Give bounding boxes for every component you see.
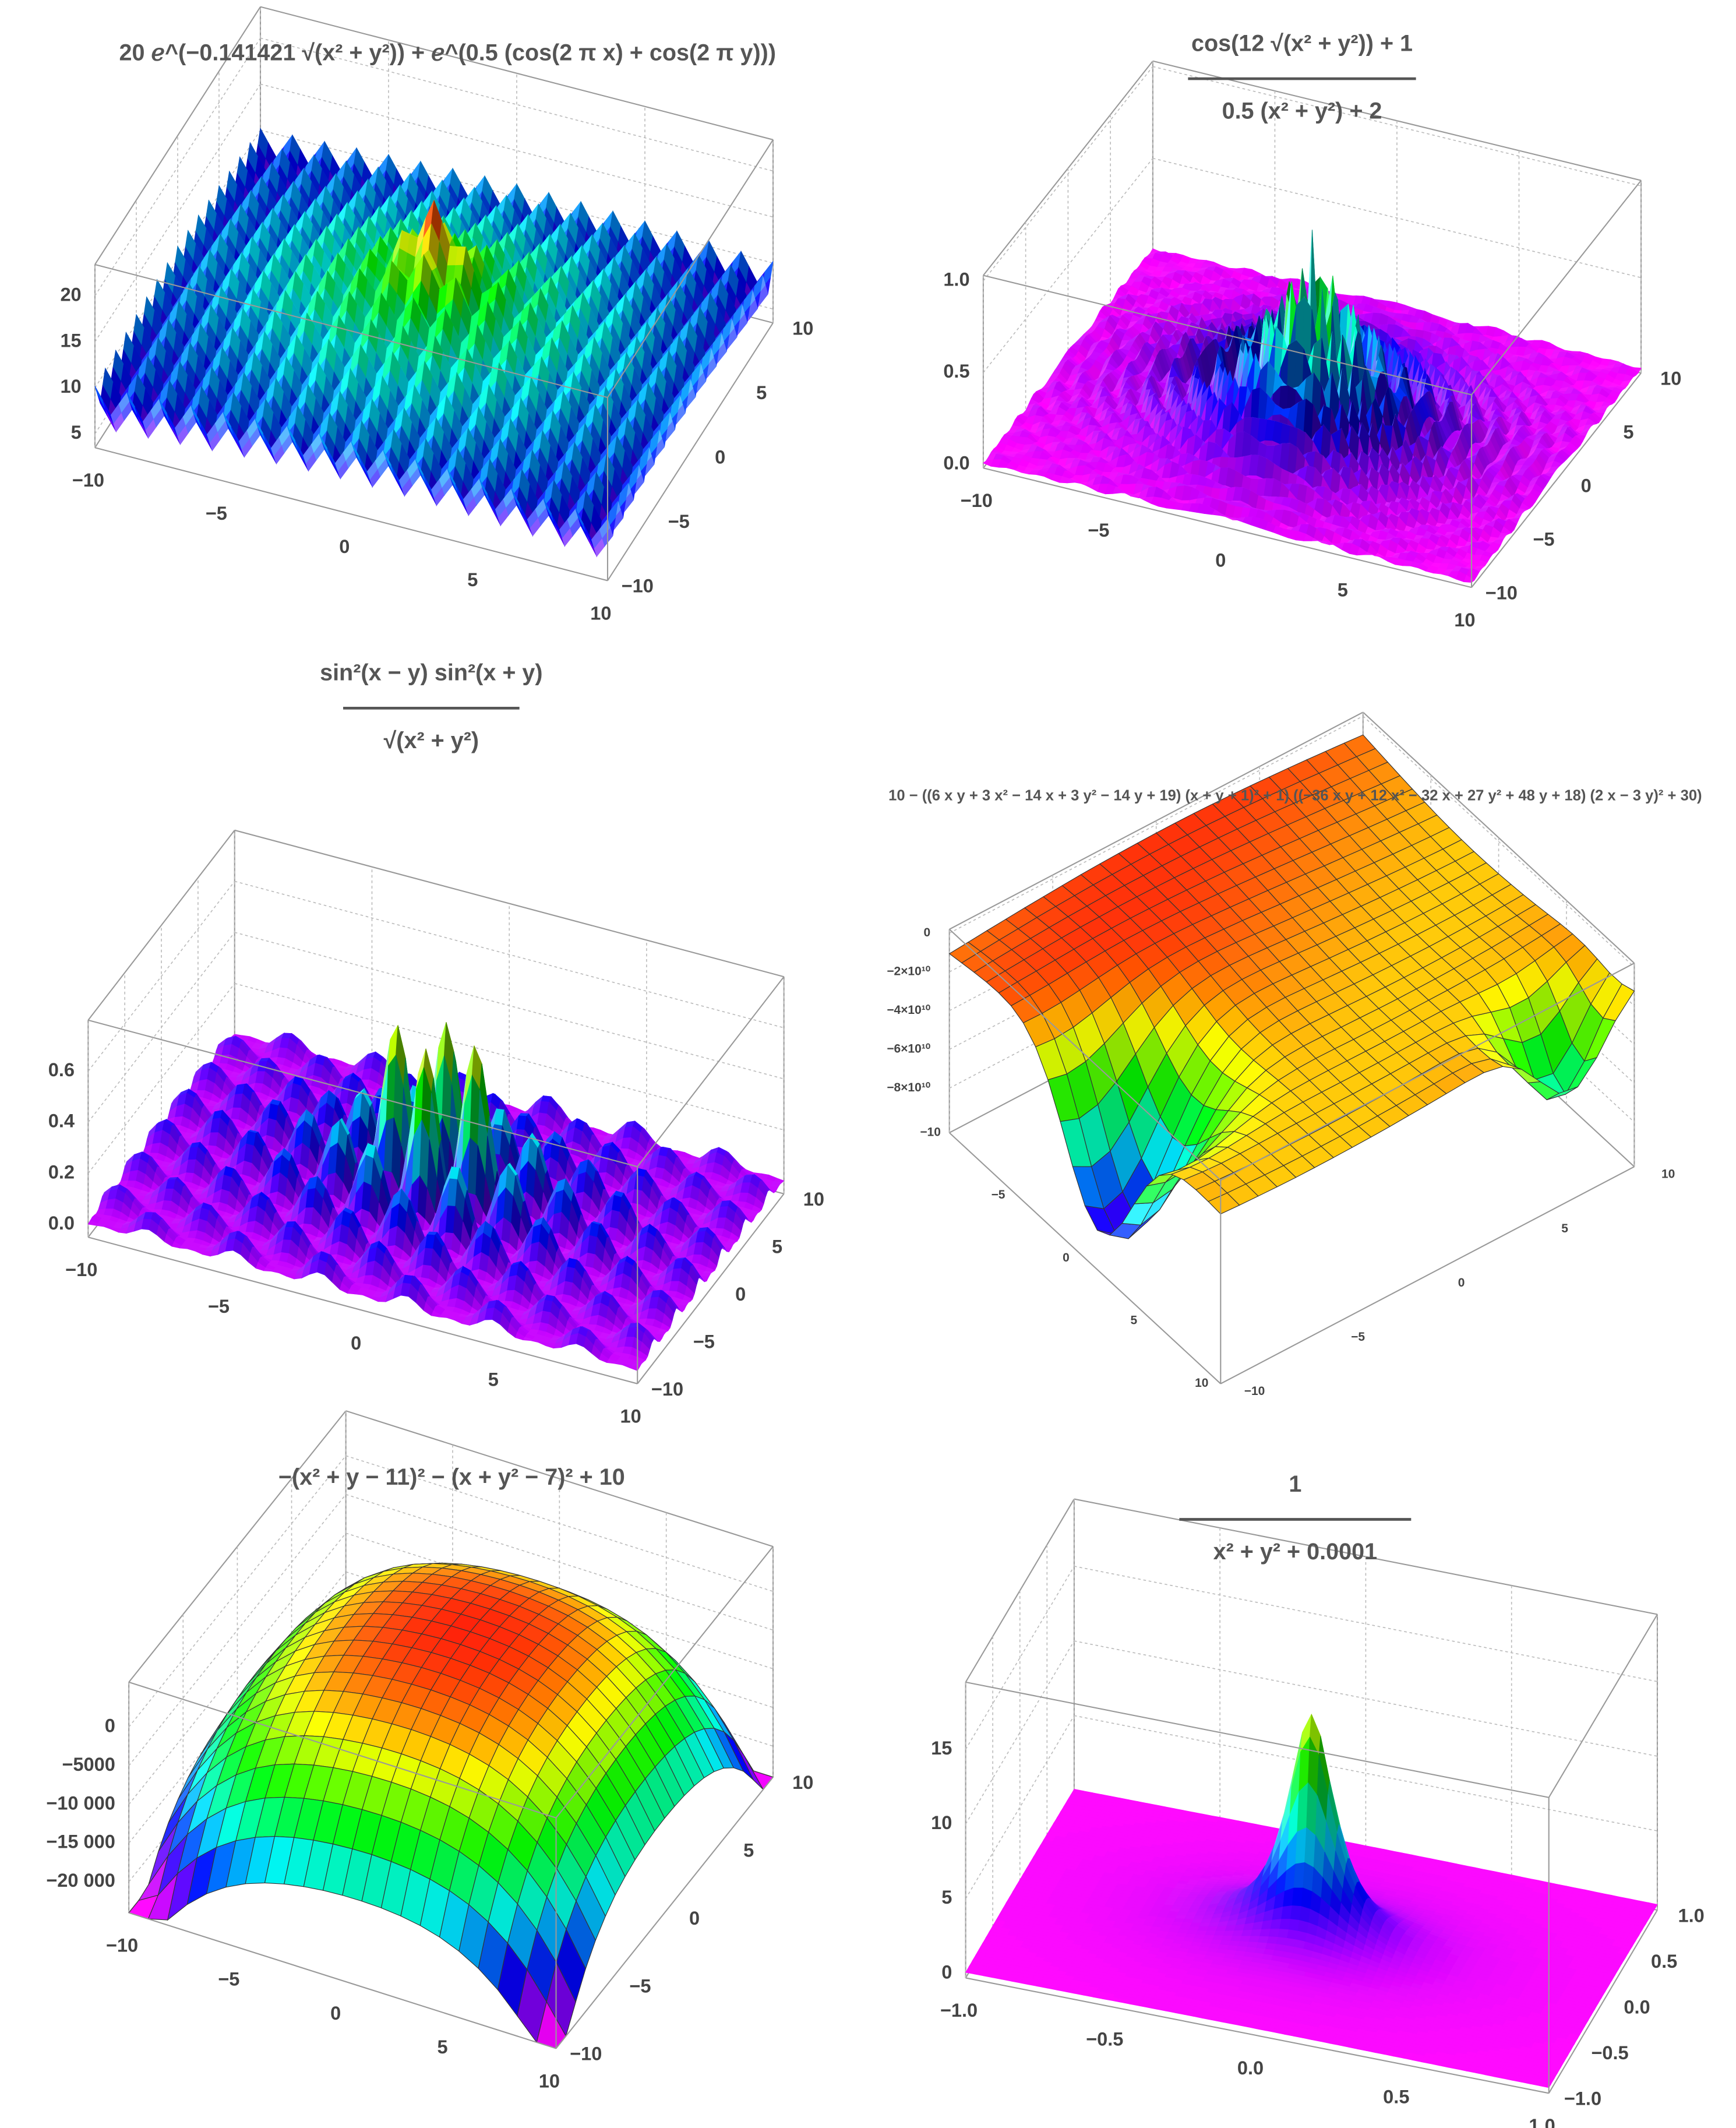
y-tick-label: 5 (1623, 421, 1633, 442)
z-tick-label: 5 (71, 421, 82, 443)
x-tick-label: −5 (206, 502, 227, 524)
y-tick-label: −10 (1486, 582, 1518, 603)
x-tick-label: 5 (1338, 579, 1348, 601)
x-tick-label: −10 (72, 469, 104, 491)
y-tick-label: 10 (1660, 367, 1681, 389)
y-tick-label: 0 (715, 446, 725, 468)
y-tick-label: −5 (668, 510, 690, 532)
x-tick-label: −5 (1088, 519, 1109, 541)
x-tick-label: 5 (467, 569, 478, 590)
x-tick-label: −10 (961, 489, 993, 511)
y-tick-label: 5 (756, 382, 767, 403)
z-tick-label: 1.0 (943, 269, 969, 290)
x-tick-label: 10 (590, 602, 611, 623)
x-tick-label: 10 (1454, 609, 1475, 630)
z-tick-label: 15 (60, 329, 81, 351)
y-tick-label: 0 (1581, 474, 1592, 496)
z-tick-label: 10 (60, 375, 81, 397)
y-tick-label: 10 (792, 317, 813, 339)
y-tick-label: −5 (1533, 528, 1554, 549)
z-tick-label: 20 (60, 283, 81, 305)
x-tick-label: 0 (1215, 549, 1226, 570)
z-tick-label: 0.0 (943, 452, 969, 474)
y-tick-label: −10 (622, 575, 654, 597)
chart-title: 20 ℯ^(−0.141421 √(x² + y²)) + ℯ^(0.5 (co… (119, 40, 776, 66)
z-tick-label: 0.5 (943, 360, 969, 382)
x-tick-label: 0 (339, 535, 350, 557)
